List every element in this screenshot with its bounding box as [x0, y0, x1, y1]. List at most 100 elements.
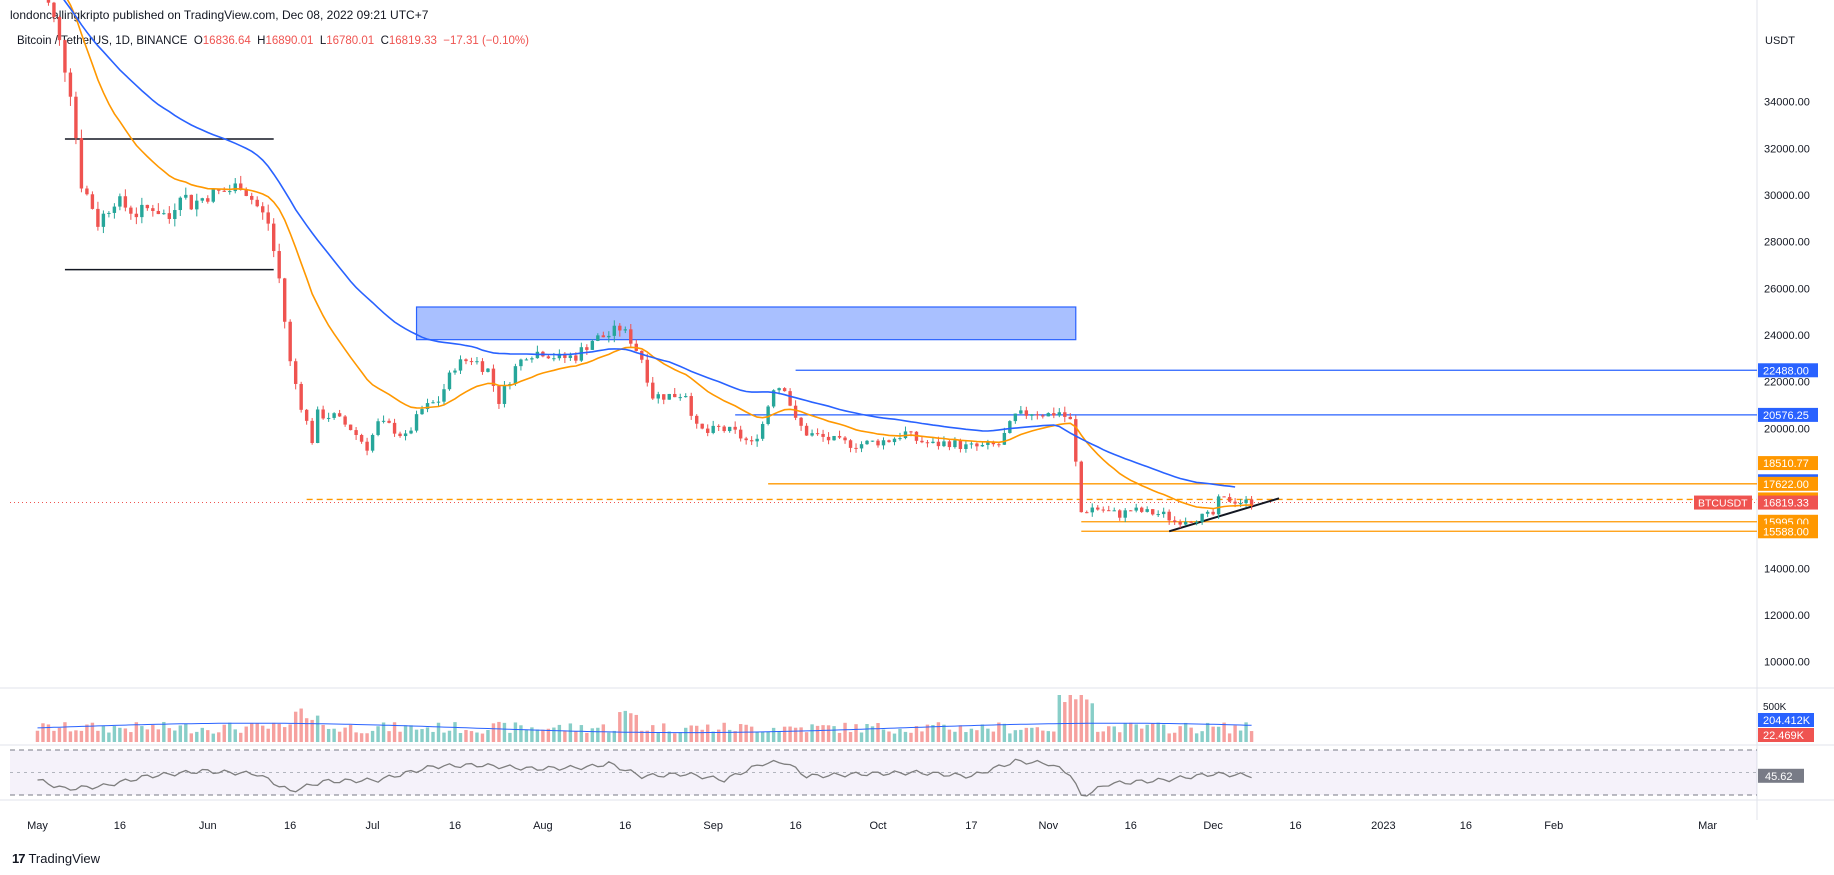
candle-body — [1161, 511, 1166, 515]
horizontal-lines — [10, 138, 1757, 533]
volume-bar — [925, 724, 930, 742]
candle-body — [870, 440, 875, 442]
candle-body — [370, 434, 375, 451]
volume-bar — [359, 733, 364, 742]
candle-body — [909, 431, 913, 433]
candle-body — [1063, 412, 1067, 417]
volume-bar — [782, 726, 787, 742]
x-tick-label: Jul — [366, 820, 380, 832]
candle-body — [1090, 507, 1094, 513]
candle-body — [1112, 510, 1116, 512]
candle-body — [343, 416, 347, 425]
candle-body — [282, 278, 287, 322]
candle-body — [1189, 521, 1193, 523]
volume-bar — [903, 731, 908, 742]
volume-bar — [304, 718, 309, 742]
candle-body — [826, 436, 831, 441]
volume-bar — [541, 729, 545, 742]
candle-body — [1046, 413, 1051, 417]
volume-bar — [733, 731, 737, 742]
volume-bar — [255, 723, 259, 742]
symbol-tag-label: BTCUSDT — [1698, 498, 1748, 510]
candle-body — [1123, 510, 1127, 518]
candle-body — [63, 40, 67, 73]
candle-body — [1194, 521, 1199, 523]
volume-bar — [596, 727, 600, 742]
x-tick-label: 17 — [965, 820, 977, 832]
candle-body — [519, 359, 523, 367]
candle-body — [52, 2, 56, 17]
volume-bar — [711, 731, 715, 742]
candle-body — [898, 438, 902, 440]
volume-bar — [1200, 731, 1204, 742]
candle-body — [815, 433, 820, 435]
volume-bar — [552, 727, 556, 742]
candle-body — [420, 409, 424, 415]
volume-bar — [35, 730, 40, 742]
candle-body — [788, 391, 792, 406]
volume-bar — [387, 731, 391, 742]
candle-body — [46, 0, 51, 3]
candle-body — [250, 195, 254, 200]
volume-bar — [1041, 730, 1045, 742]
volume-bar — [656, 732, 660, 742]
volume-bar — [1096, 731, 1100, 742]
candle-body — [96, 208, 100, 227]
candle-body — [656, 394, 660, 399]
volume-bar — [491, 723, 496, 742]
y-tick-label: 26000.00 — [1764, 283, 1810, 295]
candle-body — [1244, 499, 1248, 504]
volume-bar — [480, 733, 485, 742]
candle-body — [1134, 507, 1138, 511]
candle-body — [480, 361, 485, 372]
candle-body — [975, 443, 979, 447]
x-tick-label: Jun — [199, 820, 217, 832]
level-marker-label: 17622.00 — [1763, 479, 1809, 491]
candle-body — [118, 196, 122, 207]
volume-pane — [35, 695, 1254, 742]
volume-bar — [964, 732, 968, 742]
x-tick-label: 16 — [1125, 820, 1137, 832]
candle-body — [804, 425, 809, 436]
candle-body — [475, 361, 479, 363]
footer: 17 TradingView — [12, 851, 100, 866]
candle-body — [716, 425, 721, 427]
volume-ma-marker — [1758, 713, 1814, 727]
open-value: 16836.64 — [202, 35, 251, 47]
tradingview-brand[interactable]: TradingView — [28, 851, 101, 866]
candle-body — [464, 359, 468, 362]
volume-bar — [206, 730, 210, 742]
volume-bar — [376, 726, 380, 742]
volume-ma-line — [37, 722, 1252, 734]
volume-bar — [79, 730, 84, 742]
candle-body — [271, 223, 276, 252]
low-label: L — [319, 35, 327, 47]
candle-body — [244, 189, 248, 196]
volume-bar — [486, 730, 490, 742]
volume-bar — [41, 723, 45, 742]
candle-body — [810, 433, 814, 436]
volume-bar — [942, 724, 946, 742]
candle-body — [931, 441, 935, 444]
candle-body — [156, 210, 161, 215]
volume-bar — [337, 731, 342, 742]
volume-bar — [354, 732, 358, 742]
volume-bar — [458, 732, 463, 742]
volume-bar — [431, 731, 435, 742]
volume-bar — [442, 732, 446, 742]
candle-body — [1150, 509, 1155, 515]
level-marker — [1758, 476, 1818, 491]
candle-body — [189, 194, 193, 210]
ema-50-line — [63, 0, 1236, 488]
open-label: O — [193, 35, 203, 47]
volume-bar — [1161, 724, 1166, 742]
change-value: −17.31 (−0.10%) — [443, 35, 529, 47]
volume-bar — [1222, 722, 1226, 742]
volume-bar — [1052, 731, 1056, 742]
candle-body — [486, 368, 490, 372]
volume-bar — [403, 725, 408, 742]
volume-bar — [574, 730, 578, 742]
volume-bar — [409, 725, 413, 742]
candle-body — [607, 335, 611, 338]
